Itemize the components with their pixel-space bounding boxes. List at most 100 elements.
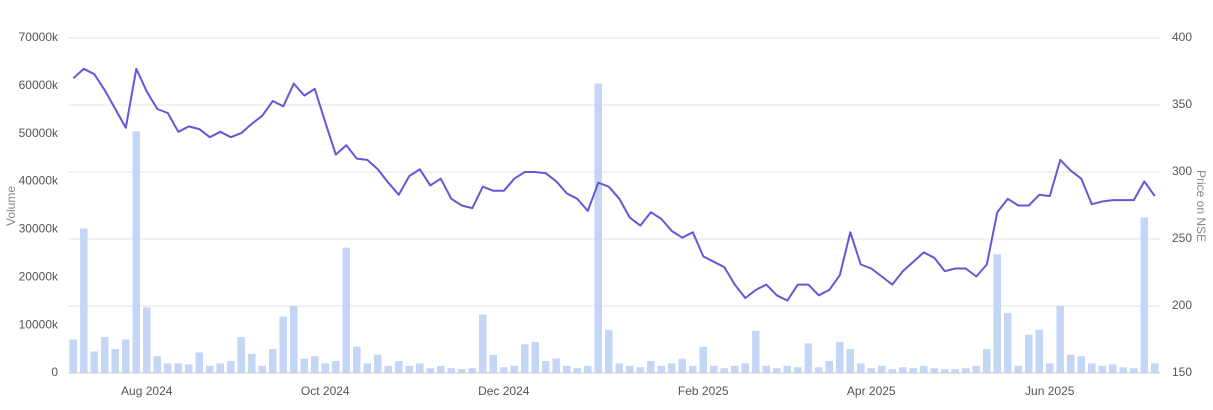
volume-bar — [888, 369, 897, 373]
volume-bar — [751, 330, 760, 373]
volume-bar — [1056, 306, 1065, 373]
volume-bar — [1108, 364, 1117, 373]
volume-bar — [258, 365, 267, 373]
volume-bar — [636, 367, 645, 373]
volume-bar — [132, 131, 141, 373]
volume-bar — [678, 358, 687, 373]
volume-bar — [541, 361, 550, 373]
y-tick-label: 30000k — [19, 222, 59, 236]
y2-tick-label: 200 — [1172, 298, 1192, 312]
volume-bar — [478, 314, 487, 373]
volume-bar — [1140, 217, 1149, 373]
price-line — [72, 67, 1156, 302]
volume-bar — [856, 363, 865, 373]
volume-bar — [1045, 363, 1054, 373]
x-tick-label: Jun 2025 — [1025, 384, 1075, 398]
y-tick-label: 60000k — [19, 78, 59, 92]
volume-bar — [909, 368, 918, 373]
volume-bar — [898, 367, 907, 373]
x-tick-label: Oct 2024 — [301, 384, 350, 398]
x-tick-label: Dec 2024 — [478, 384, 530, 398]
volume-bar — [657, 365, 666, 373]
volume-bar — [373, 354, 382, 373]
y2-tick-label: 250 — [1172, 231, 1192, 245]
volume-bar — [772, 368, 781, 373]
x-tick-label: Apr 2025 — [847, 384, 896, 398]
volume-bar — [195, 352, 204, 373]
volume-bar — [730, 365, 739, 373]
volume-bar — [184, 364, 193, 373]
volume-bar — [310, 356, 319, 373]
volume-bar — [1035, 329, 1044, 373]
volume-bar — [583, 365, 592, 373]
volume-bar — [153, 356, 162, 373]
volume-bar — [384, 365, 393, 373]
volume-bar — [762, 365, 771, 373]
y2-tick-label: 150 — [1172, 365, 1192, 379]
volume-bar — [552, 358, 561, 373]
volume-bar — [720, 368, 729, 373]
volume-bar — [226, 361, 235, 373]
volume-bar — [667, 363, 676, 373]
volume-bar — [1024, 334, 1033, 373]
volume-bar — [289, 306, 298, 373]
volume-bar — [1087, 363, 1096, 373]
y-tick-label: 10000k — [19, 317, 59, 331]
volume-bar — [993, 254, 1002, 373]
volume-bar — [814, 367, 823, 373]
volume-bar — [919, 365, 928, 373]
volume-bar — [499, 367, 508, 373]
volume-bar — [1066, 354, 1075, 373]
volume-bar — [1014, 365, 1023, 373]
volume-bar — [793, 367, 802, 373]
volume-bar — [174, 363, 183, 373]
volume-bar — [930, 368, 939, 373]
volume-bar — [363, 363, 372, 373]
volume-bar — [394, 361, 403, 373]
volume-bar — [1003, 313, 1012, 373]
volume-bar — [846, 349, 855, 373]
volume-bar — [90, 351, 99, 373]
volume-bar — [100, 337, 109, 373]
volume-bar — [447, 368, 456, 373]
y2-tick-label: 300 — [1172, 164, 1192, 178]
y-tick-label: 0 — [51, 365, 58, 379]
volume-bar — [804, 343, 813, 373]
volume-bar — [142, 307, 151, 373]
x-tick-label: Feb 2025 — [678, 384, 729, 398]
volume-bar — [331, 361, 340, 373]
volume-bar — [699, 346, 708, 373]
volume-bar — [69, 339, 78, 373]
volume-bar — [604, 329, 613, 373]
volume-bar — [111, 349, 120, 373]
volume-bar — [562, 365, 571, 373]
volume-bar — [709, 365, 718, 373]
volume-bar — [352, 346, 361, 373]
volume-bar — [426, 368, 435, 373]
volume-bar — [961, 368, 970, 373]
volume-bar — [300, 358, 309, 373]
y-tick-label: 70000k — [19, 30, 59, 44]
volume-bar — [121, 339, 130, 373]
volume-bar — [646, 361, 655, 373]
volume-bar — [79, 228, 88, 373]
volume-bar — [405, 365, 414, 373]
x-tick-label: Aug 2024 — [121, 384, 173, 398]
volume-bar — [1119, 367, 1128, 373]
volume-bar — [205, 365, 214, 373]
y2-tick-label: 350 — [1172, 97, 1192, 111]
volume-bar — [741, 363, 750, 373]
y-tick-label: 50000k — [19, 126, 59, 140]
volume-bar — [489, 354, 498, 373]
volume-bar — [1129, 368, 1138, 373]
volume-bar — [877, 365, 886, 373]
volume-bar — [342, 247, 351, 373]
volume-bar — [457, 369, 466, 373]
volume-bar — [237, 337, 246, 373]
volume-bar — [835, 341, 844, 373]
volume-bar — [940, 369, 949, 373]
volume-bar — [321, 363, 330, 373]
volume-bar — [415, 363, 424, 373]
volume-bar — [268, 349, 277, 373]
